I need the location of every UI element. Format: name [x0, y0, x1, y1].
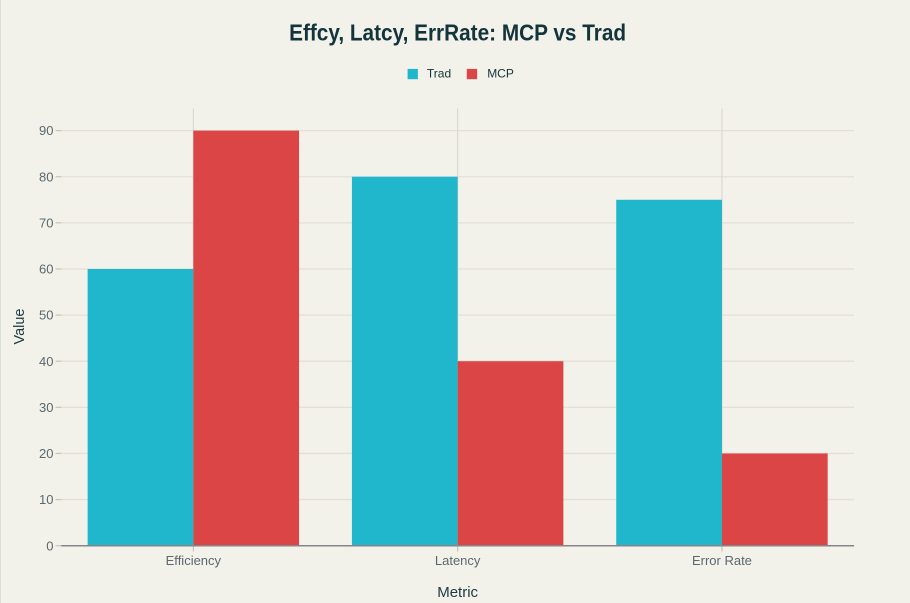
- svg-text:90: 90: [39, 123, 53, 138]
- svg-text:80: 80: [39, 169, 53, 184]
- svg-text:30: 30: [39, 400, 53, 415]
- svg-text:40: 40: [39, 354, 53, 369]
- svg-text:60: 60: [39, 262, 53, 277]
- svg-text:Metric: Metric: [437, 584, 478, 601]
- svg-text:Latency: Latency: [435, 553, 481, 568]
- svg-text:Efficiency: Efficiency: [166, 553, 222, 568]
- svg-text:Trad: Trad: [427, 66, 451, 80]
- svg-text:50: 50: [39, 308, 53, 323]
- svg-text:Value: Value: [12, 308, 28, 344]
- svg-text:MCP: MCP: [487, 66, 514, 80]
- svg-text:0: 0: [46, 538, 53, 553]
- svg-text:20: 20: [39, 446, 53, 461]
- svg-text:70: 70: [39, 216, 53, 231]
- svg-text:Effcy, Latcy, ErrRate: MCP vs: Effcy, Latcy, ErrRate: MCP vs Trad: [289, 20, 626, 46]
- svg-text:10: 10: [39, 492, 53, 507]
- svg-text:Error Rate: Error Rate: [692, 553, 752, 568]
